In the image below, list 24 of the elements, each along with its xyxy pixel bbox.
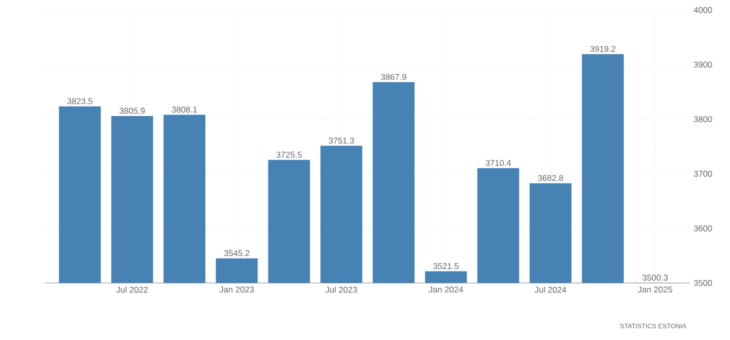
data-label: 3919.2 bbox=[590, 46, 616, 52]
data-label: 3500.3 bbox=[642, 274, 668, 281]
y-tick-label: 3700 bbox=[694, 170, 712, 177]
data-label: 3808.1 bbox=[172, 106, 197, 113]
x-tick-label: Jan 2024 bbox=[428, 286, 464, 293]
y-tick-label: 3800 bbox=[694, 116, 712, 122]
data-label: 3725.5 bbox=[276, 152, 302, 158]
data-label: 3710.4 bbox=[486, 160, 511, 166]
y-tick-label: 3900 bbox=[694, 62, 712, 68]
data-label: 3545.2 bbox=[224, 250, 250, 256]
x-tick-label: Jul 2022 bbox=[116, 286, 148, 293]
data-label: 3805.9 bbox=[120, 108, 145, 114]
x-tick-label: Jul 2023 bbox=[325, 286, 357, 293]
x-tick-label: Jul 2024 bbox=[534, 286, 566, 293]
data-label: 3751.3 bbox=[328, 138, 354, 144]
y-tick-label: 3500 bbox=[694, 280, 712, 286]
data-label: 3867.9 bbox=[381, 74, 406, 80]
data-label: 3682.8 bbox=[538, 175, 564, 181]
x-tick-label: Jan 2025 bbox=[638, 286, 672, 293]
data-label: 3823.5 bbox=[67, 98, 92, 104]
x-tick-label: Jan 2023 bbox=[219, 286, 254, 293]
data-label: 3521.5 bbox=[433, 263, 459, 270]
y-tick-label: 3600 bbox=[694, 225, 712, 232]
y-tick-label: 4000 bbox=[694, 7, 712, 13]
